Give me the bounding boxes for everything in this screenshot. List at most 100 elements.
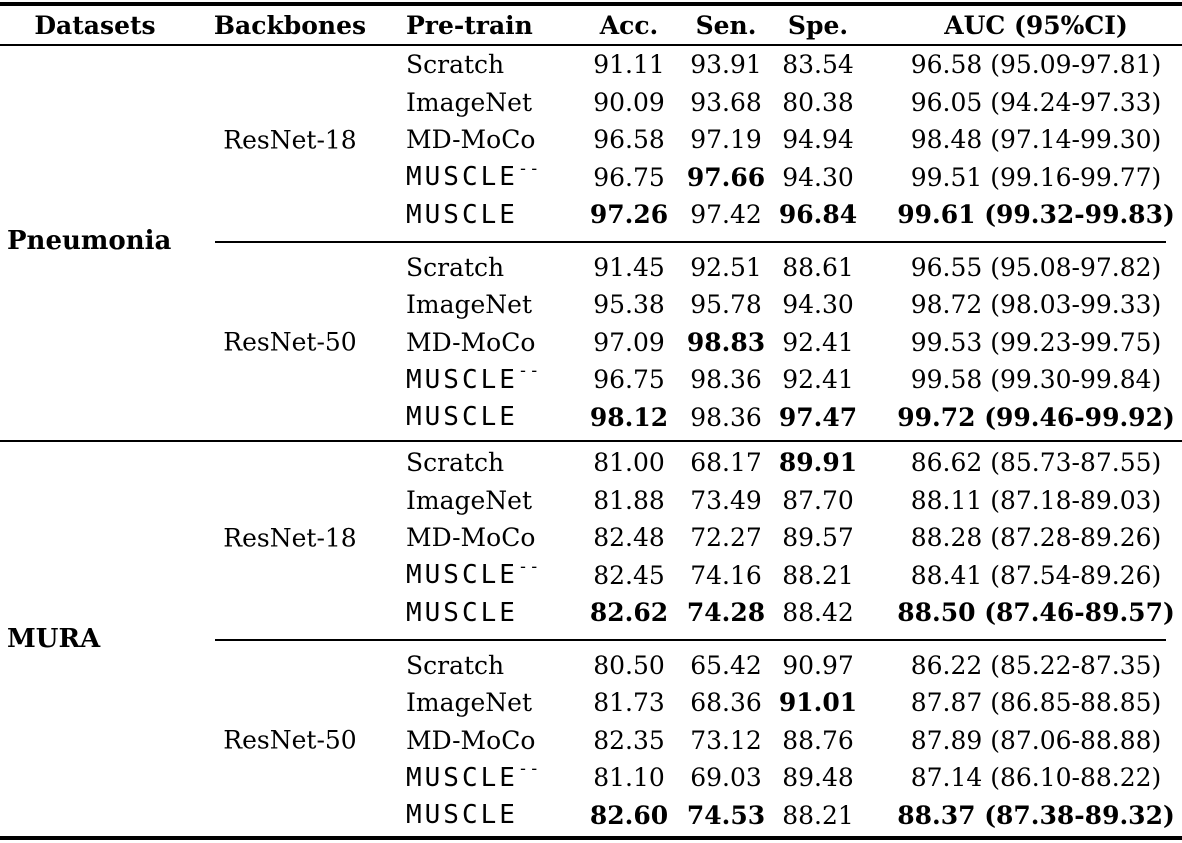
cell-pretrain: Scratch [406, 50, 505, 80]
cell-sen: 98.36 [690, 402, 762, 432]
header-rule [0, 44, 1182, 46]
cell-acc: 95.38 [593, 290, 665, 320]
cell-pretrain: MD-MoCo [406, 725, 536, 755]
backbone-label: ResNet-50 [223, 725, 357, 755]
cell-pretrain: MUSCLE [406, 402, 518, 433]
table-row: MD-MoCo 97.09 98.83 92.41 99.53 (99.23-99.75… [0, 324, 1182, 362]
table-row: MUSCLE 82.62 74.28 88.42 88.50 (87.46-89.57) [0, 594, 1182, 632]
table-row: MUSCLE 97.26 97.42 96.84 99.61 (99.32-99.83) [0, 196, 1182, 234]
cell-auc: 86.62 (85.73-87.55) [910, 448, 1162, 478]
cell-pretrain: MUSCLE [406, 199, 518, 230]
table-row: MD-MoCo 96.58 97.19 94.94 98.48 (97.14-99.30… [0, 121, 1182, 159]
cell-auc: 96.55 (95.08-97.82) [910, 252, 1162, 282]
cell-acc: 81.10 [593, 763, 665, 793]
cell-pretrain: ImageNet [406, 485, 533, 515]
table-row: MUSCLE-- 96.75 97.66 94.30 99.51 (99.16-99.7… [0, 159, 1182, 197]
table-row: ImageNet 81.73 68.36 91.01 87.87 (86.85-88.8… [0, 684, 1182, 722]
cell-acc: 96.75 [593, 365, 665, 395]
table-row: MD-MoCo 82.48 72.27 89.57 88.28 (87.28-89.26… [0, 519, 1182, 557]
cell-pretrain: Scratch [406, 650, 505, 680]
table-row: Scratch 91.11 93.91 83.54 96.58 (95.09-97.81… [0, 46, 1182, 84]
col-header-backbones: Backbones [213, 10, 367, 40]
backbone-label: ResNet-18 [223, 125, 357, 155]
cell-auc: 88.28 (87.28-89.26) [910, 523, 1162, 553]
cell-auc: 96.58 (95.09-97.81) [910, 50, 1162, 80]
cell-acc: 81.88 [593, 485, 665, 515]
cell-sen: 69.03 [690, 763, 762, 793]
cell-pretrain: Scratch [406, 252, 505, 282]
col-header-acc: Acc. [599, 10, 659, 40]
cell-acc: 80.50 [593, 650, 665, 680]
cell-sen: 73.12 [690, 725, 762, 755]
backbone-group: ResNet-50 Scratch 91.45 92.51 88.61 96.55 (95… [0, 249, 1182, 437]
cell-spe: 89.57 [782, 523, 854, 553]
table-header-row: Datasets Backbones Pre-train Acc. Sen. S… [0, 6, 1182, 44]
table-row: MUSCLE-- 82.45 74.16 88.21 88.41 (87.54-89.2… [0, 557, 1182, 595]
cell-acc: 90.09 [593, 87, 665, 117]
muscle-superscript: -- [517, 361, 541, 382]
cell-sen: 93.91 [690, 50, 762, 80]
cell-acc: 81.00 [593, 448, 665, 478]
muscle-superscript: -- [517, 759, 541, 780]
backbone-divider [0, 632, 1182, 647]
cell-pretrain: MUSCLE-- [406, 361, 541, 395]
cell-auc: 88.50 (87.46-89.57) [897, 598, 1175, 628]
table-row: MD-MoCo 82.35 73.12 88.76 87.89 (87.06-88.88… [0, 722, 1182, 760]
cell-acc: 81.73 [593, 688, 665, 718]
backbone-label: ResNet-50 [223, 327, 357, 357]
table-row: Scratch 81.00 68.17 89.91 86.62 (85.73-87.55… [0, 444, 1182, 482]
cell-spe: 94.94 [782, 125, 854, 155]
cell-spe: 97.47 [778, 402, 858, 432]
cell-spe: 96.84 [778, 200, 858, 230]
cell-acc: 82.35 [593, 725, 665, 755]
cell-sen: 98.83 [686, 327, 766, 357]
muscle-superscript: -- [517, 158, 541, 179]
cell-spe: 89.91 [778, 448, 858, 478]
backbone-divider-rule [215, 638, 1166, 641]
cell-acc: 82.60 [589, 800, 669, 830]
table-row: ImageNet 90.09 93.68 80.38 96.05 (94.24-97.3… [0, 84, 1182, 122]
cell-spe: 94.30 [782, 162, 854, 192]
cell-acc: 82.48 [593, 523, 665, 553]
col-header-spe: Spe. [787, 10, 849, 40]
cell-auc: 99.51 (99.16-99.77) [910, 162, 1162, 192]
cell-auc: 99.58 (99.30-99.84) [910, 365, 1162, 395]
cell-sen: 98.36 [690, 365, 762, 395]
table-row: MUSCLE-- 96.75 98.36 92.41 99.58 (99.30-99.8… [0, 361, 1182, 399]
col-header-pretrain: Pre-train [406, 10, 533, 40]
table-row: Scratch 91.45 92.51 88.61 96.55 (95.08-97.82… [0, 249, 1182, 287]
cell-sen: 74.28 [686, 598, 766, 628]
backbone-group: ResNet-50 Scratch 80.50 65.42 90.97 86.22 (85… [0, 647, 1182, 835]
cell-pretrain: ImageNet [406, 290, 533, 320]
cell-sen: 68.17 [690, 448, 762, 478]
table-row: MUSCLE-- 81.10 69.03 89.48 87.14 (86.10-88.2… [0, 759, 1182, 797]
cell-pretrain: MUSCLE [406, 597, 518, 628]
cell-spe: 87.70 [782, 485, 854, 515]
cell-sen: 74.53 [686, 800, 766, 830]
table-row: ImageNet 95.38 95.78 94.30 98.72 (98.03-99.3… [0, 286, 1182, 324]
dataset-section: MURA ResNet-18 Scratch 81.00 68.17 89.91 86.62… [0, 444, 1182, 834]
cell-pretrain: ImageNet [406, 87, 533, 117]
cell-sen: 95.78 [690, 290, 762, 320]
cell-spe: 90.97 [782, 650, 854, 680]
backbone-divider [0, 234, 1182, 249]
cell-acc: 82.45 [593, 560, 665, 590]
cell-spe: 88.76 [782, 725, 854, 755]
cell-spe: 92.41 [782, 365, 854, 395]
cell-acc: 91.45 [593, 252, 665, 282]
table-row: ImageNet 81.88 73.49 87.70 88.11 (87.18-89.0… [0, 482, 1182, 520]
cell-acc: 97.26 [589, 200, 669, 230]
cell-spe: 89.48 [782, 763, 854, 793]
cell-spe: 94.30 [782, 290, 854, 320]
cell-spe: 80.38 [782, 87, 854, 117]
cell-spe: 91.01 [778, 688, 858, 718]
cell-sen: 93.68 [690, 87, 762, 117]
top-rule [0, 2, 1182, 6]
cell-auc: 99.72 (99.46-99.92) [897, 402, 1175, 432]
cell-acc: 91.11 [593, 50, 665, 80]
dataset-label: Pneumonia [7, 226, 172, 256]
cell-auc: 87.87 (86.85-88.85) [910, 688, 1162, 718]
cell-acc: 98.12 [589, 402, 669, 432]
cell-auc: 88.11 (87.18-89.03) [910, 485, 1162, 515]
